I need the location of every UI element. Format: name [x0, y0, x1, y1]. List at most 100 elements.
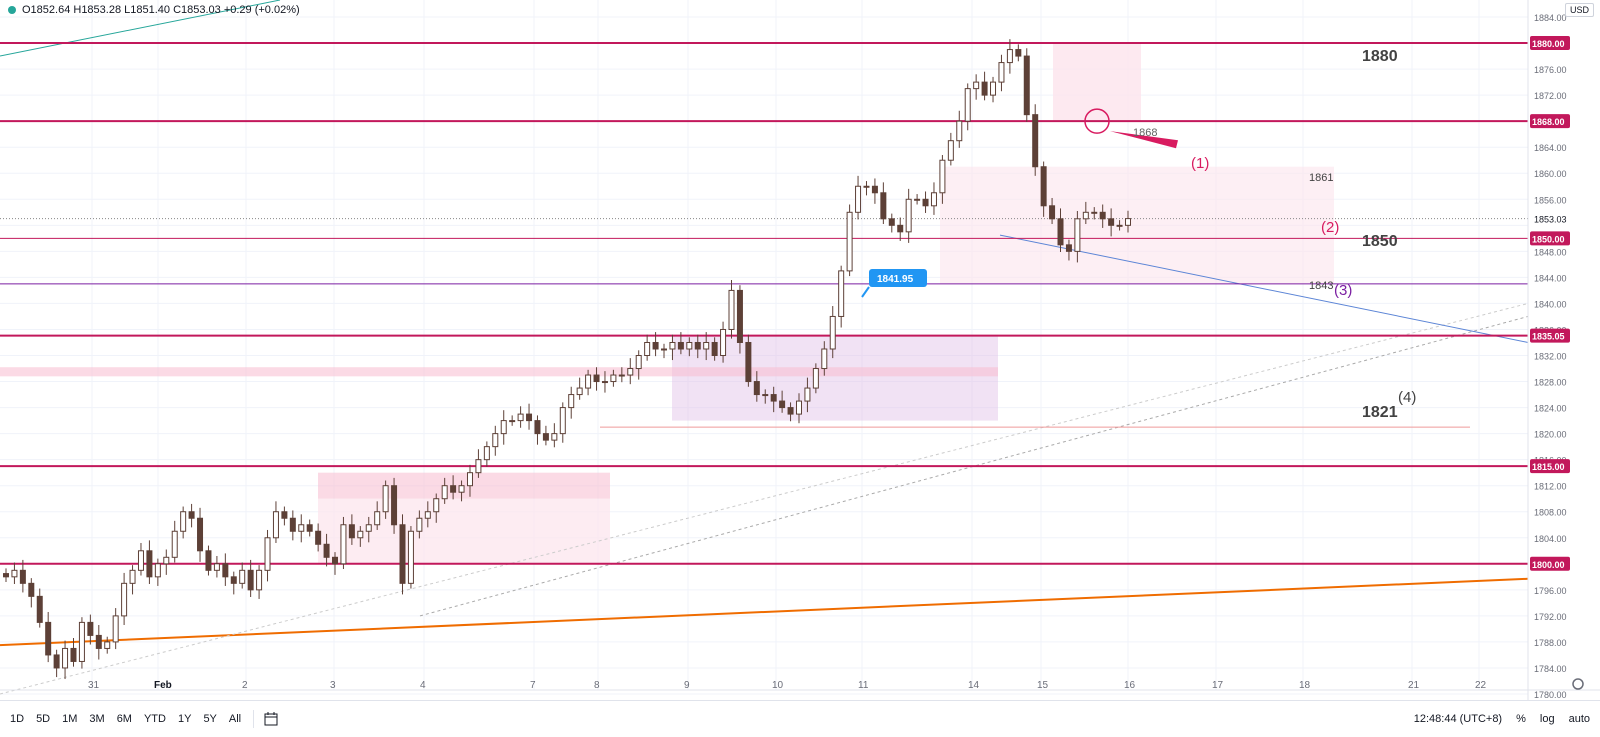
- label-1861: 1861: [1309, 172, 1333, 184]
- settings-gear-icon[interactable]: [1572, 678, 1584, 690]
- candle-down: [1057, 218, 1064, 246]
- range-button-1d[interactable]: 1D: [10, 713, 25, 725]
- candle-up: [551, 433, 558, 441]
- candle-up: [78, 621, 85, 662]
- range-button-ytd[interactable]: YTD: [143, 713, 166, 725]
- candle-up: [610, 374, 617, 383]
- label-1880: 1880: [1362, 48, 1398, 65]
- candle-up: [441, 485, 448, 500]
- auto-scale-button[interactable]: auto: [1568, 713, 1590, 725]
- candle-up: [129, 569, 136, 584]
- price-badge: [1530, 556, 1570, 571]
- candle-up: [137, 550, 144, 571]
- candle-up: [121, 582, 128, 617]
- candle-up: [703, 341, 710, 350]
- y-tick-label: 1824.00: [1534, 404, 1567, 414]
- candle-up: [855, 185, 862, 213]
- candle-up: [914, 198, 921, 201]
- candle-down: [1049, 205, 1056, 220]
- y-tick-label: 1812.00: [1534, 482, 1567, 492]
- candle-down: [247, 569, 254, 591]
- x-tick-label: 31: [88, 680, 100, 691]
- candle-up: [433, 498, 440, 513]
- candle-down: [28, 582, 35, 597]
- annotation-1: (1): [1191, 155, 1209, 172]
- range-button-all[interactable]: All: [228, 713, 242, 725]
- y-tick-label: 1780.00: [1534, 690, 1567, 700]
- y-tick-label: 1796.00: [1534, 586, 1567, 596]
- price-badge-label: 1850.00: [1532, 234, 1565, 244]
- percent-scale-button[interactable]: %: [1516, 713, 1526, 725]
- candle-up: [416, 517, 423, 532]
- range-button-5d[interactable]: 5D: [36, 713, 51, 725]
- candle-up: [340, 524, 347, 565]
- x-tick-label: 11: [858, 680, 869, 691]
- candle-up: [458, 485, 465, 493]
- price-badge: [1530, 231, 1570, 246]
- candle-up: [795, 400, 802, 415]
- candle-up: [973, 81, 980, 90]
- calendar-goto-icon[interactable]: [262, 710, 280, 728]
- candle-up: [686, 341, 693, 350]
- zone-rect: [1053, 43, 1141, 122]
- candle-up: [213, 563, 220, 571]
- candle-down: [542, 433, 549, 441]
- candle-up: [568, 394, 575, 409]
- label-1850: 1850: [1362, 233, 1398, 250]
- y-tick-label: 1884.00: [1534, 13, 1567, 23]
- candle-up: [492, 433, 499, 448]
- candle-up: [500, 420, 507, 435]
- range-button-1y[interactable]: 1Y: [177, 713, 192, 725]
- candle-down: [45, 621, 52, 656]
- range-button-3m[interactable]: 3M: [89, 713, 105, 725]
- candle-down: [1099, 211, 1106, 220]
- candle-down: [880, 192, 887, 220]
- candle-up: [863, 185, 870, 188]
- blue-trendline: [999, 234, 1529, 343]
- candle-up: [11, 569, 18, 578]
- range-button-5y[interactable]: 5Y: [203, 713, 217, 725]
- clock-display: 12:48:44 (UTC+8): [1413, 713, 1503, 725]
- candle-down: [593, 374, 600, 383]
- price-badge: [1530, 36, 1570, 51]
- candle-up: [939, 159, 946, 194]
- candle-up: [559, 407, 566, 435]
- support-trendline: [0, 577, 1529, 647]
- candle-down: [391, 485, 398, 526]
- candle-up: [365, 524, 372, 532]
- price-badge-label: 1880.00: [1532, 39, 1565, 49]
- candle-up: [618, 374, 625, 377]
- teal-trendline: [0, 0, 281, 57]
- pointer-arrow: [1110, 131, 1178, 149]
- currency-selector[interactable]: USD: [1564, 3, 1594, 17]
- candle-up: [256, 569, 263, 591]
- range-button-6m[interactable]: 6M: [116, 713, 132, 725]
- x-tick-label: Feb: [154, 680, 172, 691]
- candle-up: [239, 569, 246, 584]
- candle-down: [289, 517, 296, 532]
- x-tick-label: 2: [242, 680, 248, 691]
- log-scale-button[interactable]: log: [1539, 713, 1555, 725]
- candle-down: [677, 341, 684, 350]
- candle-down: [281, 511, 288, 519]
- candle-up: [846, 211, 853, 272]
- candle-up: [947, 140, 954, 161]
- y-tick-label: 1872.00: [1534, 91, 1567, 101]
- price-chart[interactable]: (1)(2)(3)(4)1861188018681850184318211841…: [0, 0, 1600, 700]
- price-badge: [1530, 114, 1570, 129]
- bottom-toolbar: 1D 5D 1M 3M 6M YTD 1Y 5Y All 12:48:44 (UTC+8) % …: [0, 700, 1600, 737]
- price-badge: [1530, 459, 1570, 474]
- candle-down: [736, 289, 743, 343]
- candle-up: [804, 387, 811, 402]
- y-tick-label: 1828.00: [1534, 378, 1567, 388]
- annotation-2: (2): [1321, 219, 1339, 236]
- candle-down: [53, 654, 60, 669]
- y-tick-label: 1864.00: [1534, 143, 1567, 153]
- candle-down: [19, 569, 26, 584]
- y-tick-label: 1792.00: [1534, 612, 1567, 622]
- price-badge-label: 1868.00: [1532, 117, 1565, 127]
- candle-down: [222, 563, 229, 578]
- range-button-1m[interactable]: 1M: [62, 713, 78, 725]
- candle-up: [1116, 224, 1123, 227]
- x-tick-label: 22: [1475, 680, 1487, 691]
